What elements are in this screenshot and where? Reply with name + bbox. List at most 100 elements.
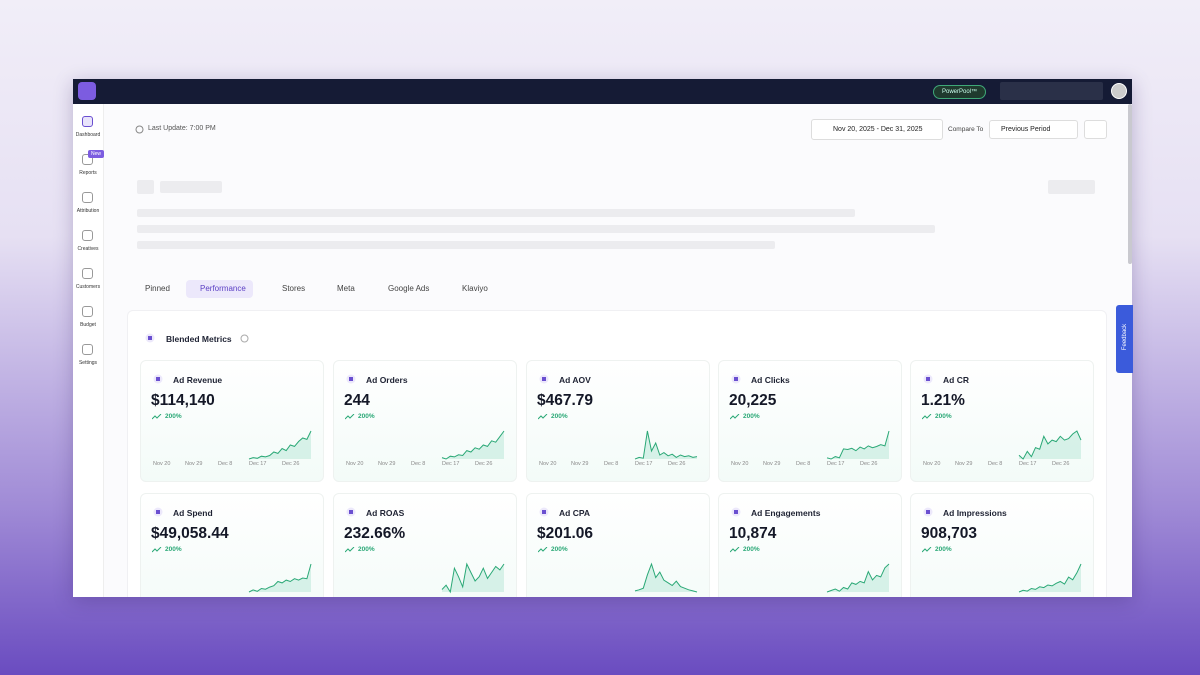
sparkline-line <box>634 430 698 460</box>
arrow <box>538 547 548 553</box>
metric-title: Ad Engagements <box>751 508 821 518</box>
sparkline-line <box>1018 563 1082 593</box>
x-tick-label: Dec 26 <box>1052 461 1070 467</box>
avatar[interactable] <box>1111 83 1127 99</box>
icon-fg <box>156 377 160 381</box>
sparkline-line <box>441 562 505 594</box>
tab[interactable]: Klaviyo <box>462 284 488 293</box>
x-tick-label: Dec 8 <box>411 461 426 467</box>
section-icon <box>145 333 155 343</box>
compare-dropdown[interactable]: Previous Period <box>989 120 1078 139</box>
metric-card[interactable]: Ad Spend $49,058.44 200% <box>140 493 324 597</box>
date-range-picker[interactable]: Nov 20, 2025 - Dec 31, 2025 <box>811 119 943 140</box>
metric-card[interactable]: Ad Orders 244 200% Nov 20 Nov 29 Dec 8 Dec 17 D… <box>333 360 517 482</box>
last-update: Last Update: 7:00 PM <box>148 125 216 132</box>
metric-card[interactable]: Ad Engagements 10,874 200% <box>718 493 902 597</box>
trend-arrow <box>538 414 548 420</box>
trend-arrow <box>538 547 548 553</box>
tab[interactable]: Stores <box>282 284 306 293</box>
nav-icon <box>82 344 93 355</box>
metric-card[interactable]: Ad Revenue $114,140 200% Nov 20 Nov 29 Dec 8 D… <box>140 360 324 482</box>
nav-label: Reports <box>79 170 97 176</box>
metric-title: Ad Revenue <box>173 375 223 385</box>
metric-title: Ad ROAS <box>366 508 405 518</box>
metric-icon <box>346 374 356 384</box>
date-range: Nov 20, 2025 - Dec 31, 2025 <box>833 126 923 133</box>
nav-label: Dashboard <box>75 132 101 138</box>
metric-icon <box>923 507 933 517</box>
tab[interactable]: Google Ads <box>388 284 430 293</box>
trend-arrow <box>730 547 740 553</box>
metric-value: 232.66% <box>344 525 406 542</box>
x-tick-label: Nov 29 <box>955 461 973 467</box>
metric-icon <box>153 507 163 517</box>
x-tick-label: Dec 26 <box>475 461 493 467</box>
icon-fg <box>926 377 930 381</box>
x-tick-label: Nov 20 <box>731 461 749 467</box>
icon-fg <box>734 377 738 381</box>
metric-title: Ad Clicks <box>751 375 790 385</box>
sparkline-area <box>635 431 697 459</box>
metric-card[interactable]: Ad CPA $201.06 200% <box>526 493 710 597</box>
tab[interactable]: Performance <box>186 280 253 298</box>
nav-icon <box>82 268 93 279</box>
sparkline <box>826 430 890 460</box>
placeholder <box>160 181 222 193</box>
nav-icon <box>82 306 93 317</box>
nav-icon <box>82 230 93 241</box>
sparkline-line <box>634 562 698 593</box>
badge[interactable]: PowerPool™ <box>933 85 987 99</box>
metric-change: 200% <box>551 413 568 420</box>
metric-value: 10,874 <box>729 525 777 542</box>
x-tick-label: Dec 17 <box>442 461 460 467</box>
trend-arrow <box>152 414 162 420</box>
metric-card[interactable]: Ad AOV $467.79 200% Nov 20 Nov 29 Dec 8 Dec 17… <box>526 360 710 482</box>
trend-arrow <box>922 547 932 553</box>
x-tick-label: Nov 20 <box>923 461 941 467</box>
sparkline-area <box>1019 564 1081 592</box>
nav-icon <box>82 192 93 203</box>
x-tick-label: Nov 29 <box>763 461 781 467</box>
metric-card[interactable]: Ad CR 1.21% 200% Nov 20 Nov 29 Dec 8 Dec 17 Dec… <box>910 360 1094 482</box>
placeholder <box>137 209 855 217</box>
tab[interactable]: Pinned <box>145 284 170 293</box>
feedback-label: Feedback <box>1122 323 1128 351</box>
arrow <box>538 414 548 420</box>
sparkline-area <box>249 564 311 592</box>
logo[interactable] <box>78 82 96 100</box>
metric-title: Ad Orders <box>366 375 408 385</box>
sparkline-line <box>248 430 312 460</box>
settings-button[interactable] <box>1084 120 1107 139</box>
metric-value: $49,058.44 <box>151 525 229 542</box>
metric-title: Ad AOV <box>559 375 591 385</box>
metric-card[interactable]: Ad ROAS 232.66% 200% <box>333 493 517 597</box>
nav-label: Settings <box>78 360 98 366</box>
sparkline-line <box>441 430 505 460</box>
arrow <box>345 414 355 420</box>
feedback-tab[interactable]: Feedback <box>1116 305 1133 373</box>
placeholder <box>1048 180 1095 194</box>
arrow <box>922 547 932 553</box>
metric-change: 200% <box>743 546 760 553</box>
metric-card[interactable]: Ad Clicks 20,225 200% Nov 20 Nov 29 Dec 8 Dec … <box>718 360 902 482</box>
sparkline-area <box>1019 431 1081 459</box>
icon-fg <box>926 510 930 514</box>
compare-value: Previous Period <box>1001 126 1051 133</box>
account-dropdown[interactable] <box>1000 82 1103 100</box>
trend-arrow <box>152 547 162 553</box>
tab[interactable]: Meta <box>337 284 355 293</box>
metric-card[interactable]: Ad Impressions 908,703 200% <box>910 493 1094 597</box>
icon-fg <box>156 510 160 514</box>
x-tick-label: Nov 20 <box>346 461 364 467</box>
icon-fg <box>349 510 353 514</box>
metric-change: 200% <box>358 413 375 420</box>
sparkline <box>248 430 312 460</box>
metric-change: 200% <box>165 546 182 553</box>
nav-label: Attribution <box>76 208 100 214</box>
x-tick-label: Dec 17 <box>827 461 845 467</box>
info-icon <box>240 334 249 343</box>
metric-title: Ad Impressions <box>943 508 1007 518</box>
x-tick-label: Dec 17 <box>635 461 653 467</box>
sparkline-line <box>1018 430 1082 460</box>
sparkline-area <box>635 564 697 592</box>
